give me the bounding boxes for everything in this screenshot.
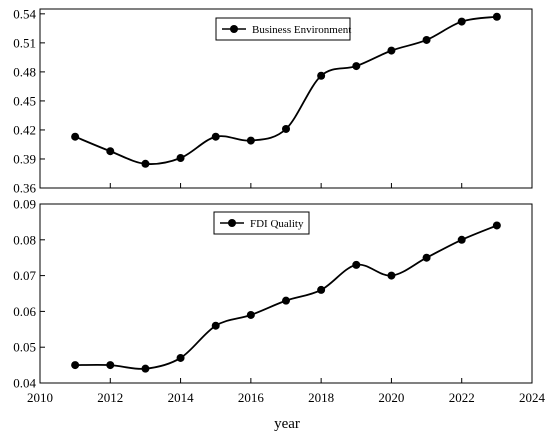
plot-frame [39, 8, 533, 189]
x-tick-label: 2024 [519, 390, 546, 405]
x-tick-label: 2018 [308, 390, 334, 405]
x-tick-label: 2020 [378, 390, 404, 405]
y-tick-label: 0.54 [13, 6, 36, 21]
y-tick-label: 0.08 [13, 232, 36, 247]
legend-marker [228, 219, 236, 227]
y-tick-label: 0.42 [13, 122, 36, 137]
data-point [141, 364, 150, 373]
data-point [352, 62, 361, 71]
y-tick-label: 0.51 [13, 35, 36, 50]
x-tick-label: 2022 [449, 390, 475, 405]
data-point [492, 12, 501, 21]
series-line [74, 15, 497, 165]
legend-label: Business Environment [252, 24, 351, 36]
x-tick-label: 2010 [27, 390, 53, 405]
data-point [457, 17, 466, 26]
legend: FDI Quality [213, 211, 310, 235]
data-point [492, 221, 501, 230]
data-point [317, 285, 326, 294]
y-tick-label: 0.07 [13, 268, 36, 283]
x-tick-label: 2012 [97, 390, 123, 405]
data-point [71, 132, 80, 141]
legend-marker [230, 25, 238, 33]
data-point [176, 154, 185, 163]
y-tick-label: 0.04 [13, 376, 36, 391]
data-point [387, 46, 396, 55]
top-panel: 0.36 0.39 0.42 0.45 0.48 0.51 0.54 Business Env… [13, 6, 533, 196]
y-tick-label: 0.09 [13, 197, 36, 212]
plot-frame [39, 203, 533, 384]
data-point [211, 321, 220, 330]
y-tick-label: 0.06 [13, 304, 36, 319]
data-point [141, 159, 150, 168]
y-tick-label: 0.48 [13, 64, 36, 79]
data-point [317, 71, 326, 80]
data-point [246, 136, 255, 145]
legend-box [213, 211, 310, 235]
legend: Business Environment [215, 17, 351, 41]
data-point [106, 361, 115, 370]
data-point [422, 253, 431, 262]
data-point [176, 353, 185, 362]
data-point [246, 310, 255, 319]
y-tick-label: 0.45 [13, 93, 36, 108]
data-point [211, 132, 220, 141]
data-point [282, 124, 290, 133]
data-point [352, 260, 361, 269]
bottom-panel: 0.04 0.05 0.06 0.07 0.08 0.09 2010 2012 2014 2016… [13, 197, 545, 406]
data-point [106, 147, 115, 156]
data-point [422, 35, 431, 44]
data-point [71, 361, 80, 370]
x-tick-label: 2016 [238, 390, 265, 405]
x-axis-title: year [274, 416, 300, 432]
y-tick-label: 0.05 [13, 340, 36, 355]
legend-label: FDI Quality [250, 218, 304, 230]
x-tick-label: 2014 [168, 390, 195, 405]
data-point [282, 296, 290, 305]
data-point [457, 235, 466, 244]
legend-box [215, 17, 351, 41]
y-tick-label: 0.39 [13, 151, 36, 166]
y-tick-label: 0.36 [13, 181, 36, 196]
data-point [387, 271, 396, 280]
